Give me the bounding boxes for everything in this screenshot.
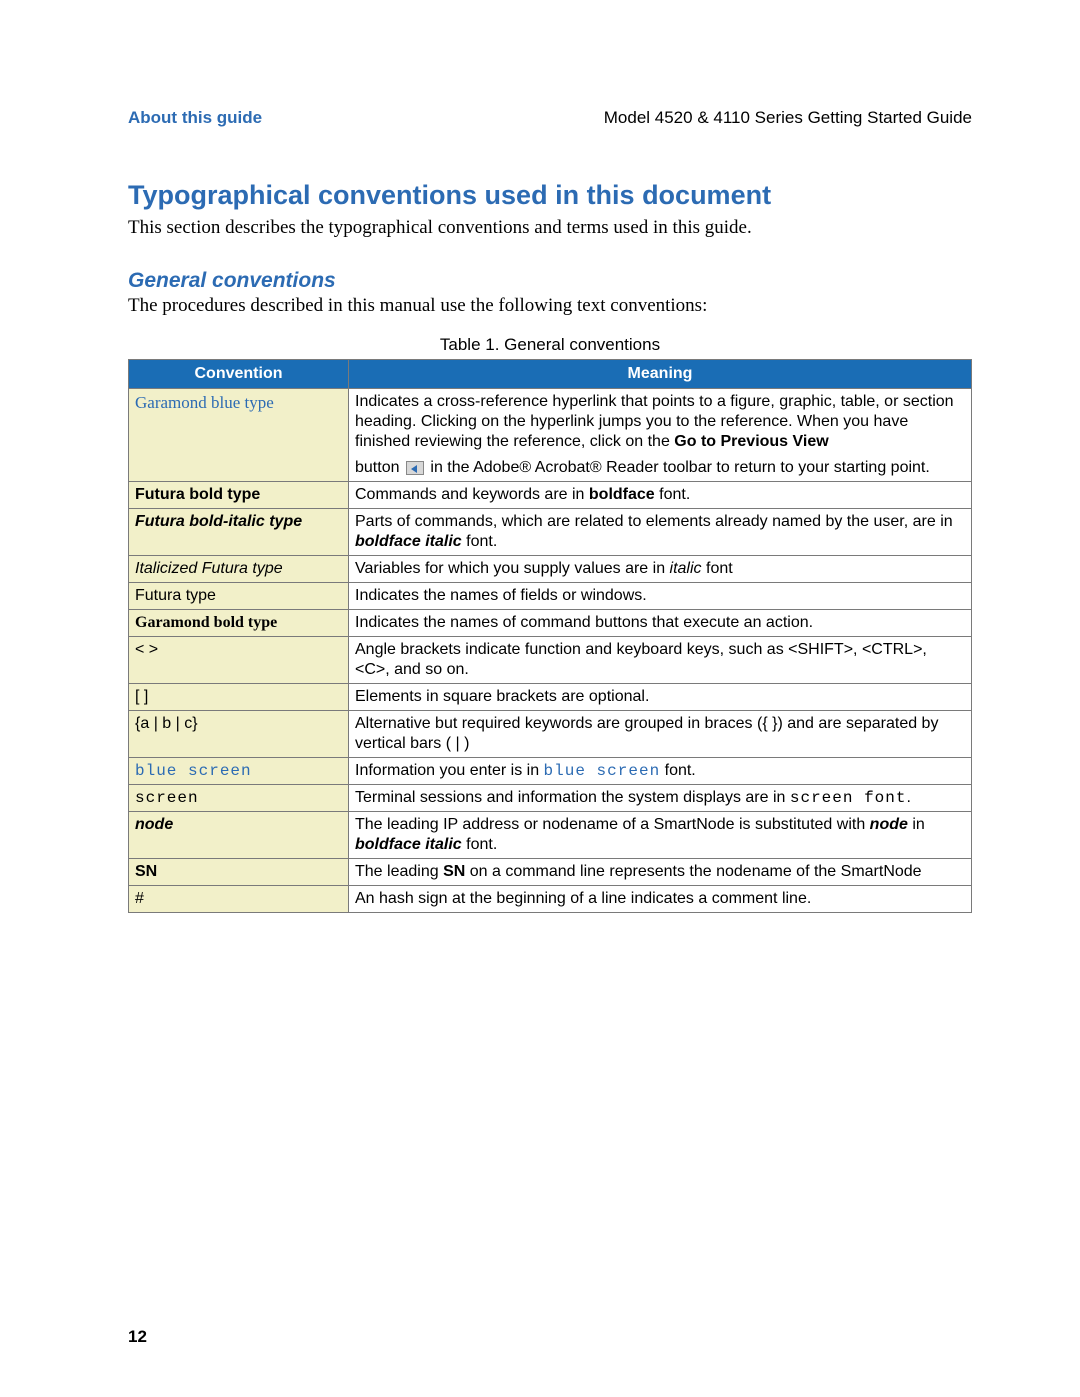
table-header-row: Convention Meaning <box>129 360 972 389</box>
meaning-cell: An hash sign at the beginning of a line … <box>349 886 972 913</box>
meaning-cell: The leading IP address or nodename of a … <box>349 812 972 859</box>
convention-cell: Garamond blue type <box>135 393 274 412</box>
text: font <box>702 560 733 577</box>
table-row: Futura bold type Commands and keywords a… <box>129 482 972 509</box>
bold-italic-text: node <box>870 816 908 833</box>
meaning-cell: Indicates the names of fields or windows… <box>349 583 972 610</box>
convention-cell: screen <box>135 789 199 807</box>
table-row: [ ] Elements in square brackets are opti… <box>129 684 972 711</box>
table-row: Garamond bold type Indicates the names o… <box>129 610 972 637</box>
meaning-cell: Indicates a cross-reference hyperlink th… <box>349 389 972 482</box>
convention-cell: Futura bold-italic type <box>135 513 302 530</box>
text: Parts of commands, which are related to … <box>355 513 953 530</box>
convention-cell: Italicized Futura type <box>135 560 283 577</box>
page-header: About this guide Model 4520 & 4110 Serie… <box>128 108 972 128</box>
convention-cell: Garamond bold type <box>135 614 277 631</box>
sub-heading: General conventions <box>128 269 972 293</box>
table-row: node The leading IP address or nodename … <box>129 812 972 859</box>
convention-cell: SN <box>135 863 157 880</box>
text: in the Adobe® Acrobat® Reader toolbar to… <box>426 459 930 476</box>
table-row: < > Angle brackets indicate function and… <box>129 637 972 684</box>
table-row: screen Terminal sessions and information… <box>129 785 972 812</box>
meaning-cell: Angle brackets indicate function and key… <box>349 637 972 684</box>
table-row: # An hash sign at the beginning of a lin… <box>129 886 972 913</box>
meaning-cell: The leading SN on a command line represe… <box>349 859 972 886</box>
text: font. <box>655 486 691 503</box>
text: button <box>355 459 404 476</box>
text: Terminal sessions and information the sy… <box>355 789 790 806</box>
mono-text: screen font <box>790 789 907 807</box>
convention-cell: < > <box>129 637 349 684</box>
table-row: Futura bold-italic type Parts of command… <box>129 509 972 556</box>
header-section-title: About this guide <box>128 108 262 128</box>
header-doc-title: Model 4520 & 4110 Series Getting Started… <box>604 108 972 128</box>
meaning-cell: Parts of commands, which are related to … <box>349 509 972 556</box>
meaning-cell: Indicates the names of command buttons t… <box>349 610 972 637</box>
document-page: About this guide Model 4520 & 4110 Serie… <box>0 0 1080 1397</box>
text: font. <box>462 533 498 550</box>
col-meaning: Meaning <box>349 360 972 389</box>
page-number: 12 <box>128 1327 147 1347</box>
bold-text: SN <box>443 863 465 880</box>
text: . <box>906 789 910 806</box>
bold-italic-text: boldface italic <box>355 533 462 550</box>
conventions-table: Convention Meaning Garamond blue type In… <box>128 359 972 913</box>
meaning-cell: Alternative but required keywords are gr… <box>349 711 972 758</box>
table-row: {a | b | c} Alternative but required key… <box>129 711 972 758</box>
col-convention: Convention <box>129 360 349 389</box>
table-row: Garamond blue type Indicates a cross-ref… <box>129 389 972 482</box>
convention-cell: blue screen <box>135 762 252 780</box>
text: The leading IP address or nodename of a … <box>355 816 870 833</box>
text: Indicates a cross-reference hyperlink th… <box>355 393 954 450</box>
meaning-cell: Variables for which you supply values ar… <box>349 556 972 583</box>
meaning-cell: Terminal sessions and information the sy… <box>349 785 972 812</box>
bold-italic-text: boldface italic <box>355 836 462 853</box>
meaning-cell: Information you enter is in blue screen … <box>349 758 972 785</box>
mono-blue-text: blue screen <box>544 762 661 780</box>
text: Commands and keywords are in <box>355 486 589 503</box>
table-caption: Table 1. General conventions <box>128 335 972 355</box>
text: The leading <box>355 863 443 880</box>
table-row: Futura type Indicates the names of field… <box>129 583 972 610</box>
bold-text: Go to Previous View <box>674 433 828 450</box>
back-arrow-icon <box>406 461 424 475</box>
text: in <box>908 816 925 833</box>
sub-intro-paragraph: The procedures described in this manual … <box>128 295 972 317</box>
main-heading: Typographical conventions used in this d… <box>128 180 972 211</box>
table-row: blue screen Information you enter is in … <box>129 758 972 785</box>
table-row: SN The leading SN on a command line repr… <box>129 859 972 886</box>
text: on a command line represents the nodenam… <box>465 863 921 880</box>
convention-cell: node <box>135 816 173 833</box>
convention-cell: [ ] <box>129 684 349 711</box>
text: font. <box>660 762 696 779</box>
convention-cell: Futura type <box>129 583 349 610</box>
convention-cell: {a | b | c} <box>129 711 349 758</box>
meaning-cell: Commands and keywords are in boldface fo… <box>349 482 972 509</box>
convention-cell: # <box>129 886 349 913</box>
bold-text: boldface <box>589 486 655 503</box>
table-row: Italicized Futura type Variables for whi… <box>129 556 972 583</box>
meaning-cell: Elements in square brackets are optional… <box>349 684 972 711</box>
text: Information you enter is in <box>355 762 544 779</box>
italic-text: italic <box>670 560 702 577</box>
convention-cell: Futura bold type <box>135 486 260 503</box>
intro-paragraph: This section describes the typographical… <box>128 217 972 239</box>
text: Variables for which you supply values ar… <box>355 560 670 577</box>
text: font. <box>462 836 498 853</box>
